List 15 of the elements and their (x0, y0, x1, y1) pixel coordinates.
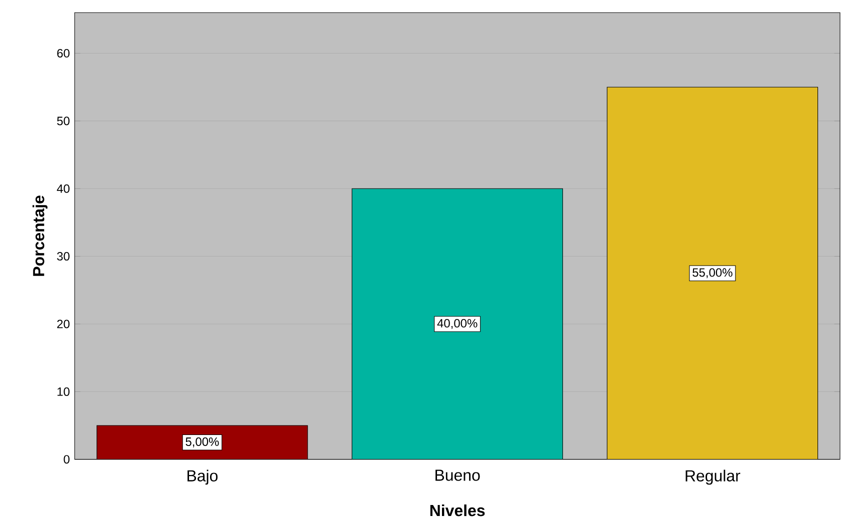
x-tick-label: Bueno (436, 470, 480, 481)
data-label: 5,00% (186, 437, 219, 448)
y-tick-label: 50 (57, 116, 70, 126)
y-tick-label: 0 (64, 455, 70, 464)
y-axis-title: Porcentaje (32, 196, 48, 276)
x-axis-title: Niveles (430, 504, 485, 516)
y-tick-label: 40 (56, 184, 70, 193)
x-tick-label: Regular (686, 470, 740, 485)
y-tick-label: 60 (57, 49, 70, 58)
x-tick-label: Bajo (188, 470, 218, 485)
data-label: 40,00% (437, 319, 478, 329)
data-label: 55,00% (692, 268, 732, 278)
y-tick-label: 20 (57, 320, 70, 328)
y-tick-label: 30 (57, 252, 70, 261)
y-tick-label: 10 (58, 387, 70, 396)
